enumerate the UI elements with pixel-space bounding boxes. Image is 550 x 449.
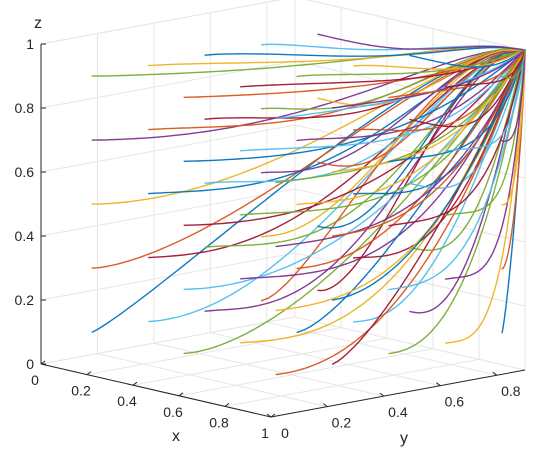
trajectory-line: [501, 49, 526, 142]
trajectory-line: [444, 49, 526, 280]
trajectory-line: [239, 49, 526, 152]
grid-line-floor-x: [132, 337, 388, 386]
trajectory-line: [388, 49, 526, 99]
x-tick-label: 1: [261, 425, 269, 441]
y-tick-mark: [435, 382, 441, 387]
trajectory-line: [501, 49, 526, 206]
trajectory-line: [317, 49, 526, 107]
x-tick-mark: [132, 381, 138, 386]
trajectory-line: [409, 49, 526, 314]
x-tick-label: 0.4: [117, 393, 137, 409]
y-tick-mark: [323, 403, 328, 408]
trajectory-line: [296, 49, 526, 206]
grid-line-wall-x0-z: [40, 252, 296, 301]
trajectory-line: [332, 49, 526, 109]
z-tick-label: 0.8: [15, 100, 35, 116]
x-tick-mark: [178, 392, 184, 397]
y-tick-mark: [266, 413, 272, 418]
grid-line-floor-x: [178, 348, 434, 397]
x-tick-label: 0.6: [163, 404, 183, 420]
z-tick-label: 0.6: [15, 164, 35, 180]
trajectory-line: [260, 49, 526, 174]
y-tick-mark: [492, 371, 498, 376]
x-tick-label: 0.8: [209, 414, 229, 430]
trajectory-line: [147, 49, 526, 259]
trajectory-line: [388, 49, 526, 291]
trajectory-line: [444, 49, 526, 152]
grid-line-wall-ymax-z: [294, 188, 526, 243]
z-tick-label: 1: [26, 36, 34, 52]
trajectory-line: [183, 49, 526, 163]
y-tick-label: 0.6: [445, 394, 465, 410]
z-tick-label: 0.2: [15, 292, 35, 308]
trajectory-line: [147, 49, 526, 323]
trajectory-line: [275, 49, 526, 120]
x-tick-mark: [224, 402, 230, 407]
trajectory-line: [91, 49, 526, 205]
z-tick-label: 0.4: [15, 228, 35, 244]
y-axis-title: y: [400, 430, 408, 447]
grid-line-floor-x: [224, 358, 480, 407]
x-axis-line: [40, 363, 272, 418]
trajectory-line: [204, 46, 526, 57]
trajectory-line: [388, 49, 526, 163]
grid-line-wall-x0-z: [40, 124, 296, 173]
x-tick-mark: [270, 413, 276, 418]
trajectory-line: [260, 49, 526, 238]
trajectory-line: [332, 49, 526, 237]
trajectory-line: [275, 49, 526, 376]
y-tick-mark: [379, 392, 385, 397]
axis-layer: [40, 43, 526, 418]
x-axis-title: x: [172, 428, 180, 445]
box-edge-top-left: [40, 0, 282, 45]
grid-line-wall-ymax-z: [294, 252, 526, 307]
trajectory-line: [296, 49, 526, 78]
trajectory-layer: [91, 33, 526, 376]
x-tick-mark: [86, 371, 92, 376]
grid-line-floor-y: [210, 332, 441, 387]
y-tick-label: 0.2: [332, 415, 352, 431]
grid-line-floor-x: [40, 316, 296, 365]
trajectory-line: [317, 33, 526, 51]
grid-line-wall-x0-z: [40, 60, 296, 109]
trajectory-line: [296, 49, 526, 142]
trajectory-line: [275, 49, 526, 248]
y-tick-label: 0.4: [388, 404, 408, 420]
trajectory-line: [388, 49, 526, 227]
trajectory-line: [332, 49, 526, 173]
y-axis-line: [270, 369, 526, 418]
trajectory-line: [409, 49, 526, 68]
grid-line-floor-y: [266, 321, 497, 376]
trajectory-line: [332, 49, 526, 365]
trajectory-line: [275, 49, 526, 312]
trajectory-line: [352, 49, 526, 70]
grid-line-floor-y: [97, 353, 328, 408]
z-tick-label: 0: [26, 356, 34, 372]
grid-line-wall-ymax-z: [294, 316, 526, 371]
trajectory-line: [317, 49, 526, 167]
trajectory-line: [204, 49, 526, 248]
y-tick-label: 0: [281, 425, 289, 441]
x-tick-mark: [40, 360, 46, 365]
x-tick-label: 0: [31, 372, 39, 388]
trajectory-line: [409, 49, 526, 128]
box-edge-top-back: [305, 0, 526, 51]
trajectory-line: [501, 49, 526, 79]
z-axis-title: z: [34, 15, 42, 32]
trajectory-line: [352, 49, 526, 259]
trajectory-line: [444, 49, 526, 88]
trajectory-line: [332, 49, 526, 301]
trajectory-line: [91, 49, 526, 141]
y-tick-label: 0.8: [501, 383, 521, 399]
trajectory-line: [183, 49, 526, 227]
trajectory-line: [91, 49, 526, 269]
trajectory-line: [275, 49, 526, 184]
trajectory-line: [388, 49, 526, 355]
trajectory-line: [444, 49, 526, 344]
trajectory-line: [260, 43, 526, 51]
grid-line-wall-x0-z: [40, 188, 296, 237]
x-tick-label: 0.2: [71, 383, 91, 399]
